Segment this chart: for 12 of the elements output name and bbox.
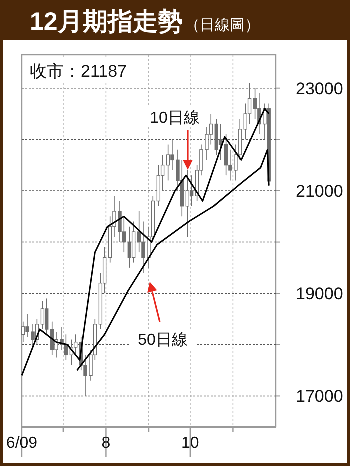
x-tick-label: 8 [102, 435, 111, 452]
y-tick-label: 17000 [296, 387, 344, 406]
y-tick-label: 21000 [296, 182, 344, 201]
series-label: 50日線 [138, 332, 188, 349]
series-label: 10日線 [150, 110, 200, 127]
y-tick-label: 23000 [296, 79, 344, 98]
chart-subtitle: （日線圖） [184, 17, 260, 34]
x-tick-label: 6/09 [6, 435, 38, 452]
x-tick-label: 10 [182, 435, 200, 452]
y-tick-label: 19000 [296, 284, 344, 304]
chart-title: 12月期指走勢 [30, 8, 183, 36]
annotation: 收市：21187 [30, 62, 128, 81]
